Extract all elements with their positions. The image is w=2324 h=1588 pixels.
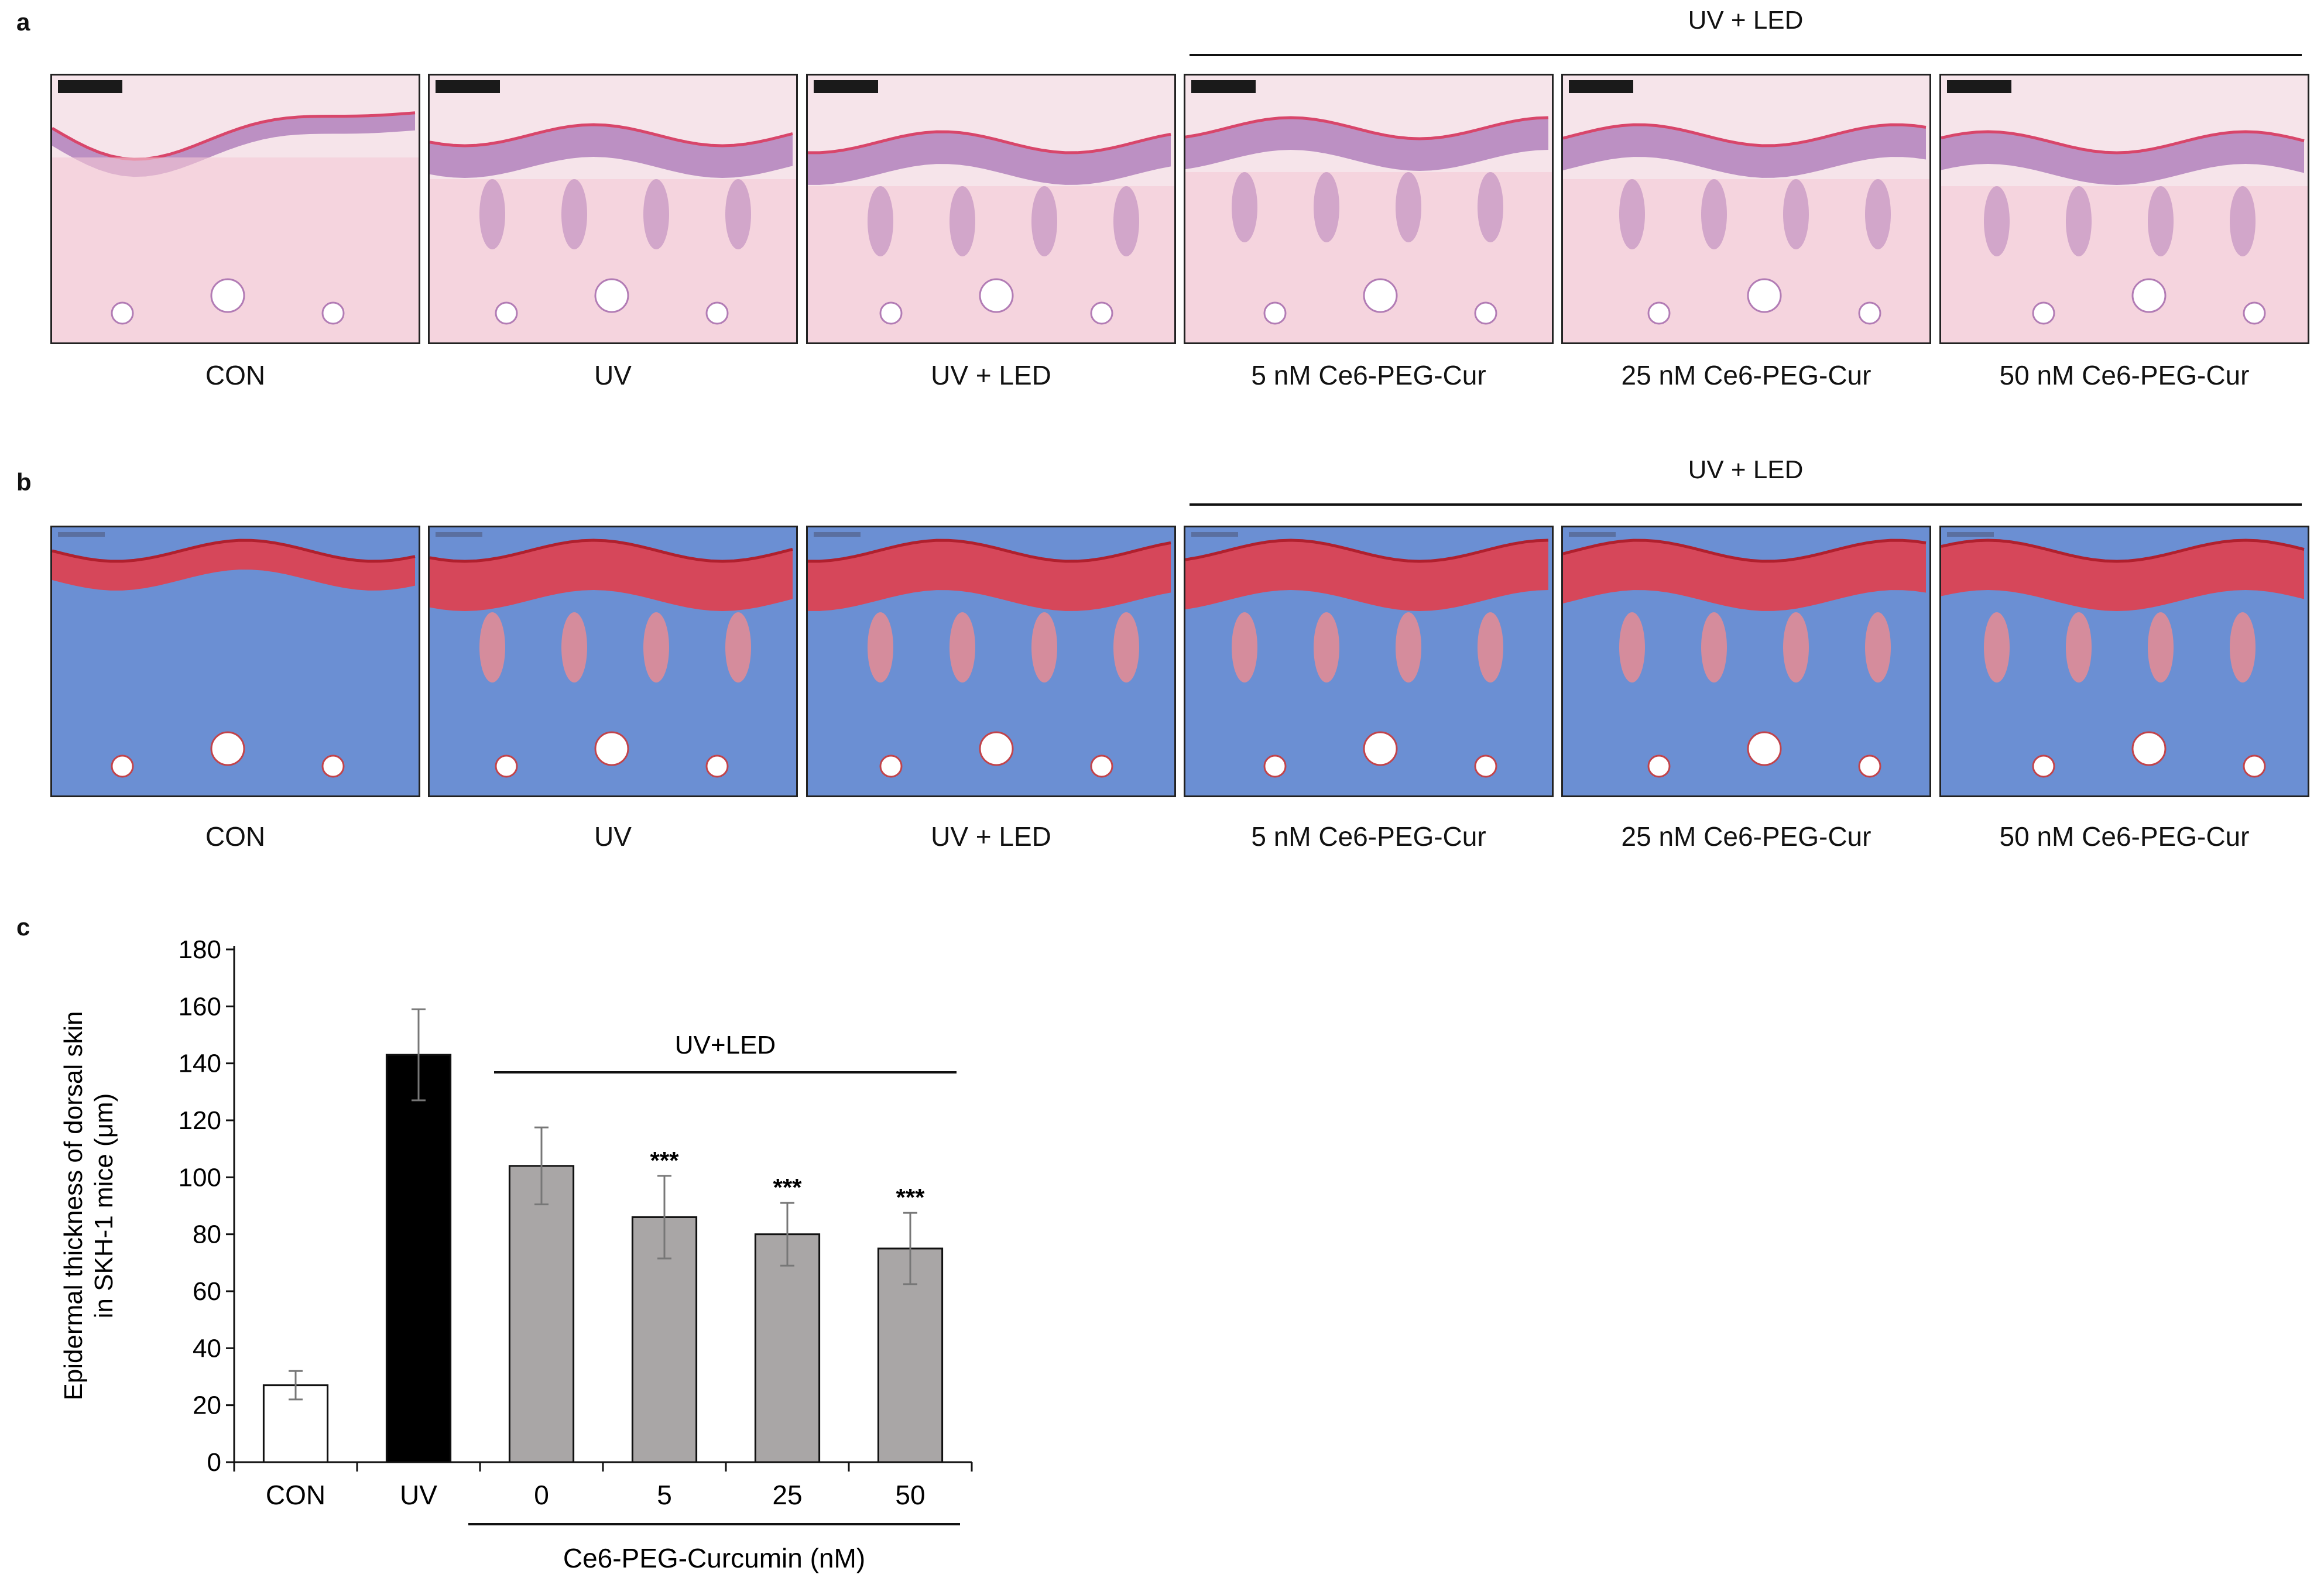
scale-bar	[1569, 80, 1633, 93]
image-caption: UV	[594, 360, 632, 390]
epidermal-thickness-chart: Epidermal thickness of dorsal skin in SKH…	[59, 935, 973, 1573]
y-tick-label: 160	[179, 992, 221, 1021]
masson-stain-image-1	[50, 526, 420, 797]
panel-a-bracket-line	[1190, 54, 2302, 56]
scale-bar	[58, 80, 122, 93]
tissue-section-drawing	[1185, 527, 1552, 795]
he-stain-image-6	[1939, 74, 2309, 344]
y-tick-label: 20	[193, 1391, 221, 1420]
scale-bar	[436, 532, 482, 537]
scale-bar	[1947, 80, 2011, 93]
y-tick-label: 0	[207, 1448, 221, 1477]
image-caption: 25 nM Ce6-PEG-Cur	[1621, 360, 1871, 390]
scale-bar	[58, 532, 105, 537]
masson-stain-image-6	[1939, 526, 2309, 797]
scale-bar	[1191, 80, 1256, 93]
y-tick-label: 120	[179, 1106, 221, 1135]
panel-b-bracket-line	[1190, 503, 2302, 506]
tissue-section-drawing	[808, 527, 1174, 795]
tissue-section-drawing	[430, 527, 796, 795]
image-caption: 5 nM Ce6-PEG-Cur	[1251, 821, 1486, 852]
bar-UV	[385, 1054, 452, 1463]
panel-b-label: b	[16, 468, 32, 496]
tissue-section-drawing	[1941, 527, 2308, 795]
y-axis-label-line: Epidermal thickness of dorsal skin	[59, 1011, 88, 1400]
image-caption: 5 nM Ce6-PEG-Cur	[1251, 360, 1486, 390]
image-caption: 50 nM Ce6-PEG-Cur	[1999, 821, 2250, 852]
uv-led-bracket-label: UV+LED	[675, 1031, 776, 1059]
image-caption: 50 nM Ce6-PEG-Cur	[1999, 360, 2250, 390]
tissue-section-drawing	[1185, 76, 1552, 342]
he-stain-image-5	[1561, 74, 1931, 344]
x-tick-label: 25	[772, 1480, 802, 1510]
scale-bar	[814, 532, 861, 537]
bar-0	[508, 1165, 575, 1463]
masson-stain-image-5	[1561, 526, 1931, 797]
tissue-section-drawing	[808, 76, 1174, 342]
image-caption: UV + LED	[931, 360, 1051, 390]
tissue-section-drawing	[1563, 76, 1929, 342]
he-stain-image-3	[806, 74, 1176, 344]
scale-bar	[1569, 532, 1616, 537]
panel-b-bracket-label: UV + LED	[1688, 455, 1804, 484]
tissue-section-drawing	[52, 527, 419, 795]
significance-marker: ***	[650, 1147, 679, 1174]
image-caption: CON	[205, 821, 266, 852]
y-tick-label: 180	[179, 935, 221, 964]
x-axis: CON UV 0 5 25 50	[233, 1461, 973, 1510]
masson-stain-image-3	[806, 526, 1176, 797]
image-caption: CON	[205, 360, 266, 390]
y-tick-label: 40	[193, 1334, 221, 1363]
masson-stain-image-4	[1184, 526, 1554, 797]
x-axis-label: Ce6-PEG-Curcumin (nM)	[563, 1543, 865, 1573]
tissue-section-drawing	[430, 76, 796, 342]
x-tick-label: 50	[895, 1480, 925, 1510]
image-caption: UV + LED	[931, 821, 1051, 852]
panel-c-label: c	[16, 913, 30, 941]
panel-a-bracket-label: UV + LED	[1688, 6, 1804, 35]
y-axis-label: Epidermal thickness of dorsal skin in SKH…	[59, 1011, 118, 1400]
x-tick-label: CON	[266, 1480, 325, 1510]
scale-bar	[1947, 532, 1994, 537]
he-stain-image-2	[428, 74, 798, 344]
he-stain-image-4	[1184, 74, 1554, 344]
panel-a-label: a	[16, 8, 30, 36]
y-axis-label-line: in SKH-1 mice (μm)	[90, 1093, 118, 1319]
scale-bar	[1191, 532, 1238, 537]
significance-marker: ***	[896, 1184, 925, 1211]
chart-annotations: UV+LED Ce6-PEG-Curcumin (nM)	[468, 1031, 960, 1573]
image-caption: 25 nM Ce6-PEG-Cur	[1621, 821, 1871, 852]
y-tick-label: 60	[193, 1277, 221, 1306]
he-stain-image-1	[50, 74, 420, 344]
y-tick-label: 80	[193, 1220, 221, 1249]
scale-bar	[436, 80, 500, 93]
masson-stain-image-2	[428, 526, 798, 797]
image-caption: UV	[594, 821, 632, 852]
tissue-section-drawing	[52, 76, 419, 342]
y-tick-label: 100	[179, 1163, 221, 1192]
scale-bar	[814, 80, 878, 93]
significance-marker: ***	[773, 1174, 802, 1201]
x-tick-label: 0	[534, 1480, 549, 1510]
tissue-section-drawing	[1941, 76, 2308, 342]
y-axis: 0 20 40 60 80 100 120 140 160 180	[179, 935, 235, 1477]
bar-25	[754, 1233, 821, 1463]
bar-series: *** *** ***	[262, 1008, 944, 1463]
x-tick-label: 5	[657, 1480, 672, 1510]
x-tick-label: UV	[400, 1480, 437, 1510]
tissue-section-drawing	[1563, 527, 1929, 795]
y-tick-label: 140	[179, 1049, 221, 1078]
